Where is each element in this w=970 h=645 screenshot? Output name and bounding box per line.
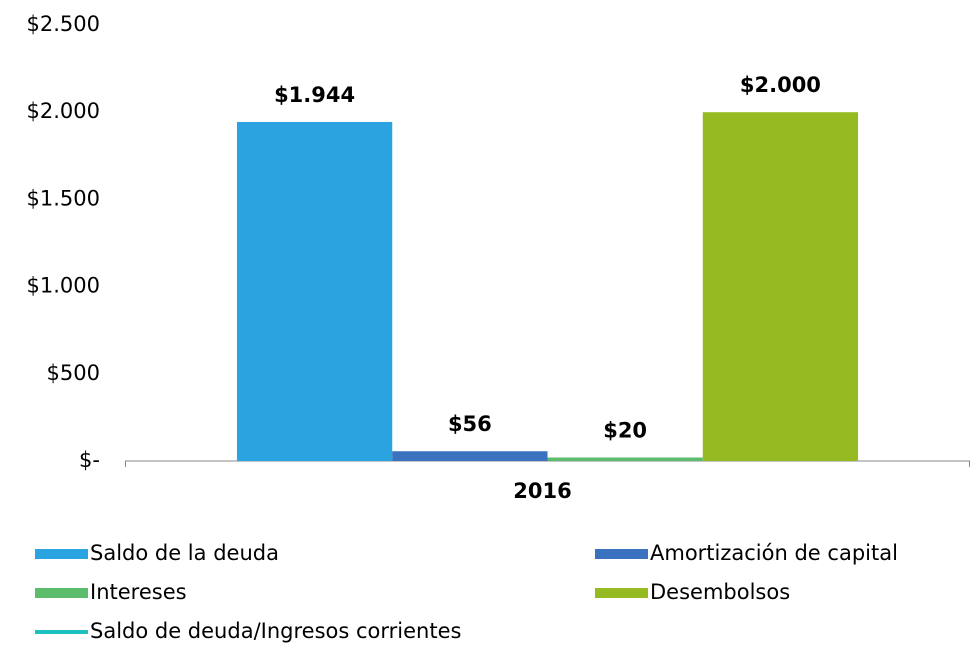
y-tick-label: $500	[47, 361, 100, 385]
bar	[702, 112, 859, 461]
x-tick-label: 2016	[513, 479, 571, 503]
legend-swatch	[595, 549, 648, 559]
y-tick-label: $1.000	[27, 274, 100, 298]
legend-label: Desembolsos	[650, 580, 790, 604]
y-tick-label: $-	[79, 448, 100, 472]
legend-swatch	[35, 588, 88, 598]
legend-swatch	[595, 588, 648, 598]
data-label: $20	[603, 419, 647, 443]
data-label: $56	[448, 412, 492, 436]
bar	[547, 457, 703, 461]
data-label: $1.944	[274, 83, 355, 107]
bar	[392, 451, 548, 461]
y-tick-label: $2.000	[27, 99, 100, 123]
bar	[236, 121, 393, 461]
data-label: $2.000	[740, 73, 821, 97]
legend-label: Saldo de la deuda	[90, 541, 279, 565]
y-tick-label: $2.500	[27, 12, 100, 36]
legend-label: Amortización de capital	[650, 541, 898, 565]
legend-swatch	[35, 549, 88, 559]
legend-label: Saldo de deuda/Ingresos corrientes	[90, 619, 461, 643]
legend-label: Intereses	[90, 580, 187, 604]
y-tick-label: $1.500	[27, 186, 100, 210]
